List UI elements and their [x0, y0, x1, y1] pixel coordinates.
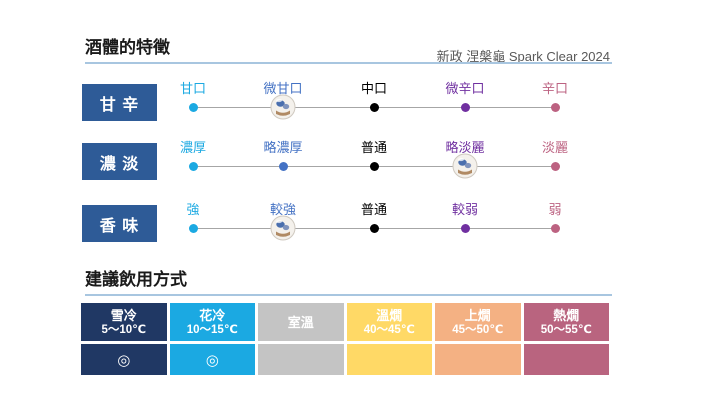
scale-point: 中口 — [329, 81, 419, 112]
scale-dot — [550, 162, 560, 171]
sake-label-badge-icon — [270, 215, 296, 241]
category-badge: 濃 淡 — [82, 143, 157, 180]
scale-point-label: 辛口 — [541, 81, 568, 96]
scale-dot — [188, 224, 198, 233]
scale-row-sweet-dry: 甘 辛 甘口 微甘口 中口 微辛口 辛口 — [0, 81, 720, 133]
scale-point-label: 濃厚 — [179, 140, 206, 155]
serving-header-jokan: 上燗 45～50℃ — [435, 303, 521, 341]
scale-dot — [460, 103, 470, 112]
serving-mark-cell: ◎ — [169, 344, 255, 375]
serving-divider — [85, 294, 612, 296]
scale-point: 微辛口 — [420, 81, 510, 112]
serving-name: 熱燗 — [553, 307, 580, 323]
scale-point-label: 弱 — [548, 202, 562, 217]
serving-header-room-temp: 室溫 — [258, 303, 344, 341]
scale-point: 微甘口 — [238, 81, 328, 120]
serving-header-nurukan: 溫燗 40～45℃ — [346, 303, 432, 341]
scale-point: 弱 — [510, 202, 600, 233]
product-name: 新政 涅槃龜 Spark Clear 2024 — [436, 49, 610, 64]
scale-point: 略濃厚 — [238, 140, 328, 171]
scale-dot — [369, 103, 379, 112]
serving-temp: 45～50℃ — [452, 323, 504, 336]
scale-point-label: 甘口 — [179, 81, 206, 96]
serving-temp: 40～45℃ — [363, 323, 415, 336]
scale-point: 辛口 — [510, 81, 600, 112]
scale-point-label: 普通 — [360, 140, 387, 155]
scale-point-label: 強 — [186, 202, 200, 217]
serving-temperature-table: 雪冷 5～10℃ 花冷 10～15℃ 室溫 溫燗 40～45℃ 上燗 45～50… — [81, 303, 609, 375]
scale-point-label: 淡麗 — [541, 140, 568, 155]
serving-mark-cell — [258, 344, 344, 375]
scale-point: 甘口 — [148, 81, 238, 112]
serving-temp: 10～15℃ — [186, 323, 238, 336]
scale-point: 普通 — [329, 202, 419, 233]
scale-point: 略淡麗 — [420, 140, 510, 179]
scale-dot — [460, 224, 470, 233]
page-title: 酒體的特徵 — [85, 38, 170, 57]
sake-label-badge-icon — [452, 153, 478, 179]
scale-dot — [188, 162, 198, 171]
sake-label-badge-icon — [270, 94, 296, 120]
serving-name: 花冷 — [199, 307, 226, 323]
scale-row-rich-light: 濃 淡 濃厚 略濃厚 普通 略淡麗 淡麗 — [0, 140, 720, 192]
scale-dot — [369, 224, 379, 233]
serving-mark-cell: ◎ — [81, 344, 167, 375]
serving-header-hanahie: 花冷 10～15℃ — [169, 303, 255, 341]
serving-name: 室溫 — [287, 314, 314, 330]
scale-point-label: 較弱 — [451, 202, 478, 217]
scale-point-label: 微辛口 — [445, 81, 485, 96]
serving-name: 上燗 — [464, 307, 491, 323]
serving-section-title: 建議飲用方式 — [85, 270, 187, 289]
recommended-mark: ◎ — [205, 351, 219, 369]
serving-header-yukihie: 雪冷 5～10℃ — [81, 303, 167, 341]
serving-mark-cell — [523, 344, 609, 375]
scale-dot — [369, 162, 379, 171]
scale-point-label: 中口 — [360, 81, 387, 96]
header-divider — [85, 62, 612, 64]
recommended-mark: ◎ — [117, 351, 131, 369]
serving-mark-cell — [346, 344, 432, 375]
serving-temp: 5～10℃ — [101, 323, 147, 336]
scale-point-label: 較強 — [269, 202, 296, 217]
serving-name: 溫燗 — [376, 307, 403, 323]
scale-point-label: 略淡麗 — [445, 140, 485, 155]
serving-name: 雪冷 — [110, 307, 137, 323]
scale-point: 普通 — [329, 140, 419, 171]
scale-dot — [278, 162, 288, 171]
scale-point: 濃厚 — [148, 140, 238, 171]
scale-row-aroma: 香 味 強 較強 普通 較弱 弱 — [0, 202, 720, 254]
scale-point-label: 略濃厚 — [263, 140, 303, 155]
scale-dot — [550, 224, 560, 233]
scale-dot — [188, 103, 198, 112]
scale-point: 較弱 — [420, 202, 510, 233]
category-badge: 甘 辛 — [82, 84, 157, 121]
scale-point: 強 — [148, 202, 238, 233]
scale-point-label: 普通 — [360, 202, 387, 217]
scale-point-label: 微甘口 — [263, 81, 303, 96]
serving-temp: 50～55℃ — [540, 323, 592, 336]
serving-header-atsukan: 熱燗 50～55℃ — [523, 303, 609, 341]
scale-point: 較強 — [238, 202, 328, 241]
serving-mark-cell — [435, 344, 521, 375]
scale-dot — [550, 103, 560, 112]
scale-point: 淡麗 — [510, 140, 600, 171]
category-badge: 香 味 — [82, 205, 157, 242]
